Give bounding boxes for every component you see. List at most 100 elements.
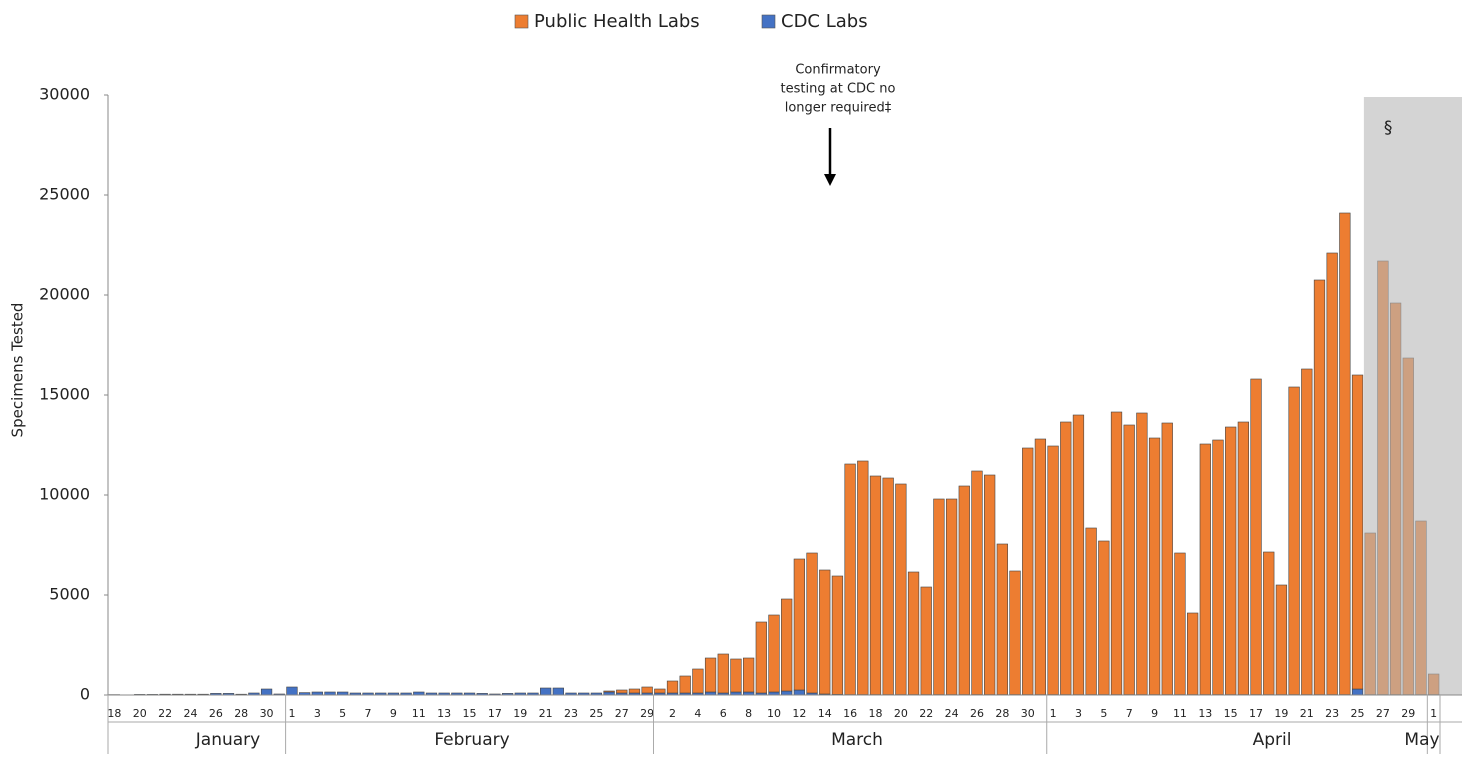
x-tick-label: 5 [1100,707,1107,720]
bar-segment [1352,689,1363,695]
bar-segment [1175,553,1186,695]
bar-segment [1263,552,1274,695]
y-tick-label: 30000 [39,85,90,104]
bar-segment [1060,422,1071,695]
bar-segment [1010,571,1021,695]
bar-segment [781,691,792,695]
month-label: January [195,730,260,750]
x-tick-label: 10 [767,707,781,720]
x-tick-label: 22 [158,707,172,720]
annotation: testing at CDC no [781,82,896,97]
bar-segment [540,688,551,695]
bar-segment [756,622,767,693]
bar-segment [845,464,856,695]
legend-label: CDC Labs [781,11,868,32]
shaded-region [1364,97,1462,695]
bar-segment [705,658,716,692]
x-tick-label: 27 [1376,707,1390,720]
month-label: April [1253,730,1292,750]
x-tick-label: 23 [1325,707,1339,720]
x-tick-label: 19 [1274,707,1288,720]
bar-segment [1238,422,1249,695]
bar-segment [870,476,881,695]
x-tick-label: 6 [720,707,727,720]
x-tick-label: 18 [868,707,882,720]
bar-segment [1022,448,1033,695]
bar-segment [1035,439,1046,695]
x-tick-label: 3 [1075,707,1082,720]
x-tick-label: 26 [209,707,223,720]
bar-segment [1352,375,1363,689]
x-tick-label: 7 [365,707,372,720]
x-tick-label: 9 [1151,707,1158,720]
x-tick-label: 23 [564,707,578,720]
x-tick-label: 20 [894,707,908,720]
x-tick-label: 24 [945,707,959,720]
x-tick-label: 1 [1050,707,1057,720]
bar-segment [959,486,970,695]
y-tick-label: 10000 [39,485,90,504]
legend-swatch [515,15,528,28]
y-axis-label: Specimens Tested [9,303,27,438]
x-tick-label: 22 [919,707,933,720]
x-tick-label: 25 [1351,707,1365,720]
x-tick-label: 17 [1249,707,1263,720]
bar-segment [794,559,805,690]
annotation: longer required‡ [785,101,892,116]
bar-segment [1048,446,1059,695]
bar-segment [1327,253,1338,695]
x-tick-label: 8 [745,707,752,720]
bar-segment [946,499,957,695]
bar-segment [616,690,627,693]
bar-segment [972,471,983,695]
x-tick-label: 13 [1198,707,1212,720]
y-tick-label: 20000 [39,285,90,304]
bar-segment [921,587,932,695]
x-tick-label: 12 [792,707,806,720]
x-tick-label: 17 [488,707,502,720]
x-tick-label: 15 [463,707,477,720]
bar-segment [731,659,742,692]
x-tick-label: 11 [1173,707,1187,720]
bar-segment [769,615,780,692]
bar-segment [1099,541,1110,695]
x-tick-label: 21 [539,707,553,720]
x-tick-label: 1 [1430,707,1437,720]
bar-segment [1124,425,1135,695]
bar-segment [1149,438,1160,695]
legend-label: Public Health Labs [534,11,700,32]
bar-segment [1162,423,1173,695]
bar-segment [819,570,830,694]
x-tick-label: 28 [995,707,1009,720]
x-tick-label: 25 [589,707,603,720]
y-tick-label: 25000 [39,185,90,204]
x-tick-label: 14 [818,707,832,720]
bar-segment [1276,585,1287,695]
x-tick-label: 24 [183,707,197,720]
bar-segment [553,688,564,695]
x-tick-label: 30 [260,707,274,720]
bar-segment [1301,369,1312,695]
x-tick-label: 21 [1300,707,1314,720]
bar-segment [1213,440,1224,695]
x-tick-label: 30 [1021,707,1035,720]
x-tick-label: 19 [513,707,527,720]
annotation-arrowhead [824,174,836,186]
y-tick-label: 0 [80,685,90,704]
shade-label: § [1384,118,1393,138]
x-tick-label: 20 [133,707,147,720]
bar-segment [908,572,919,695]
bar-segment [896,484,907,695]
bar-segment [832,576,843,694]
x-tick-label: 28 [234,707,248,720]
bar-segment [629,689,640,693]
bar-segment [1086,528,1097,695]
bar-segment [1073,415,1084,695]
bar-segment [743,658,754,692]
bar-segment [655,689,666,693]
bar-segment [1340,213,1351,695]
bar-segment [1187,613,1198,695]
bar-segment [718,654,729,693]
bar-segment [1200,444,1211,695]
